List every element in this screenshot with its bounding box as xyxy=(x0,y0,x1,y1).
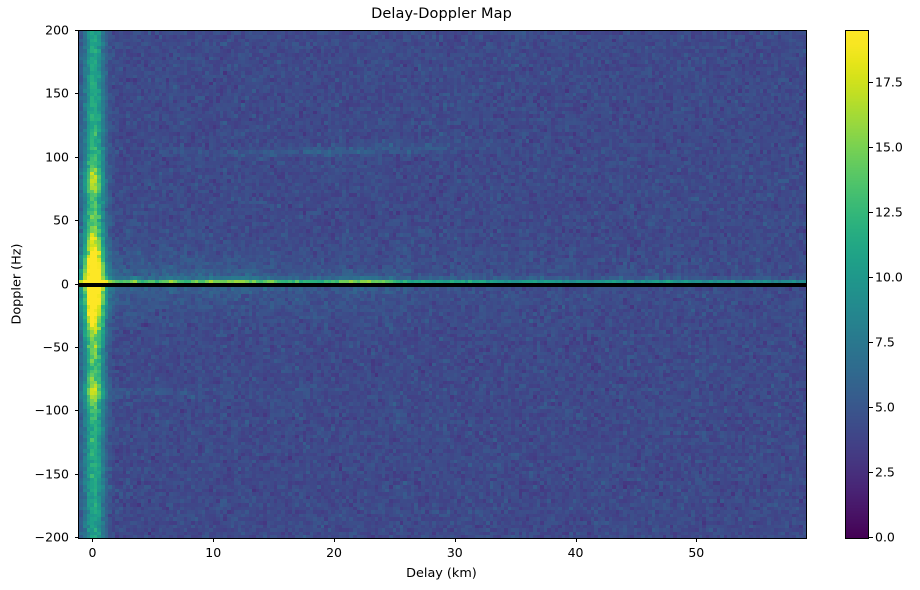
colorbar-tick-mark xyxy=(869,472,873,473)
colorbar-tick-label: 2.5 xyxy=(875,464,895,480)
colorbar-tick-mark xyxy=(869,537,873,538)
x-tick-label: 40 xyxy=(567,545,584,560)
x-tick-mark xyxy=(696,538,698,542)
colorbar-tick-mark xyxy=(869,82,873,83)
y-axis-label: Doppler (Hz) xyxy=(9,242,25,325)
colorbar-tick-label: 5.0 xyxy=(875,399,895,415)
x-tick-mark xyxy=(454,538,456,542)
y-tick-mark xyxy=(74,156,78,158)
y-tick-mark xyxy=(74,283,78,285)
y-tick-mark xyxy=(74,30,78,31)
y-tick-label: 0 xyxy=(61,276,69,291)
y-tick-label: 150 xyxy=(45,85,69,101)
colorbar-tick-label: 15.0 xyxy=(875,139,903,155)
y-tick-mark xyxy=(74,220,78,222)
y-tick-label: 50 xyxy=(53,212,69,228)
y-tick-label: −100 xyxy=(34,402,69,418)
x-tick-label: 30 xyxy=(446,545,463,560)
y-tick-mark xyxy=(74,410,78,412)
colorbar xyxy=(845,30,869,539)
delay-doppler-heatmap-axes xyxy=(78,30,807,539)
x-axis-label: Delay (km) xyxy=(406,566,477,581)
y-tick-mark xyxy=(74,473,78,475)
x-tick-mark xyxy=(92,538,94,542)
y-tick-mark xyxy=(74,537,78,538)
y-tick-label: −50 xyxy=(42,339,69,355)
x-tick-label: 0 xyxy=(88,545,97,560)
colorbar-tick-label: 10.0 xyxy=(875,269,903,285)
colorbar-tick-label: 0.0 xyxy=(875,529,895,545)
colorbar-tick-label: 7.5 xyxy=(875,334,895,350)
y-tick-label: −200 xyxy=(34,529,69,545)
page-title: Delay-Doppler Map xyxy=(371,6,512,22)
x-tick-label: 10 xyxy=(205,545,222,560)
y-tick-mark xyxy=(74,346,78,348)
colorbar-tick-mark xyxy=(869,277,873,278)
x-tick-label: 20 xyxy=(326,545,342,560)
colorbar-tick-mark xyxy=(869,342,873,343)
colorbar-tick-label: 12.5 xyxy=(875,204,903,220)
y-tick-label: 200 xyxy=(45,22,69,38)
x-tick-mark xyxy=(213,538,215,542)
colorbar-tick-mark xyxy=(869,212,873,213)
x-tick-label: 50 xyxy=(688,545,705,560)
heatmap-image xyxy=(79,31,806,538)
x-tick-mark xyxy=(575,538,577,542)
colorbar-tick-mark xyxy=(869,147,873,148)
y-tick-label: −150 xyxy=(34,466,69,482)
y-tick-mark xyxy=(74,93,78,95)
colorbar-gradient xyxy=(846,31,868,538)
colorbar-tick-mark xyxy=(869,407,873,408)
y-tick-label: 100 xyxy=(45,149,69,165)
x-tick-mark xyxy=(334,538,336,542)
colorbar-tick-label: 17.5 xyxy=(875,74,903,90)
